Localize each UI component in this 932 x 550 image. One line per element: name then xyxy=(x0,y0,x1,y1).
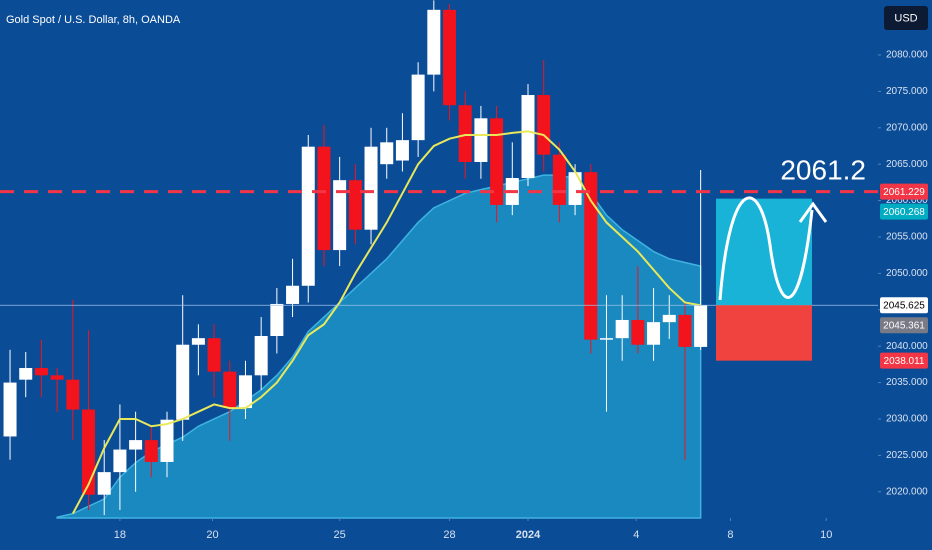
x-tick-label: 18 xyxy=(114,529,126,541)
candle-body xyxy=(144,440,158,462)
candle-body xyxy=(395,140,409,161)
candle-body xyxy=(521,95,535,179)
x-tick-label: 28 xyxy=(443,529,455,541)
y-tick-label: 2030.000 xyxy=(886,414,928,425)
candle-body xyxy=(474,118,488,162)
price-tag xyxy=(880,352,928,369)
candle-body xyxy=(301,146,315,286)
candle-body xyxy=(537,95,551,155)
y-tick-label: 2055.000 xyxy=(886,232,928,243)
candle-body xyxy=(443,9,457,106)
candle-body xyxy=(286,285,300,304)
candle-body xyxy=(364,146,378,230)
candle-body xyxy=(3,382,17,437)
candle-body xyxy=(458,105,472,162)
x-tick-label: 20 xyxy=(206,529,218,541)
candle-body xyxy=(317,146,331,251)
x-tick-label: 2024 xyxy=(516,529,541,541)
candle-body xyxy=(238,375,252,409)
y-tick-label: 2040.000 xyxy=(886,341,928,352)
candle-body xyxy=(34,368,48,376)
position-stop-zone xyxy=(716,305,812,361)
candle-body xyxy=(66,379,80,410)
y-tick-label: 2020.000 xyxy=(886,486,928,497)
projection-arrow xyxy=(798,201,828,223)
y-tick-label: 2070.000 xyxy=(886,122,928,133)
currency-button[interactable] xyxy=(884,6,928,30)
target-annotation: 2061.2 xyxy=(780,154,866,185)
candle-body xyxy=(82,409,96,495)
candle-body xyxy=(254,335,268,376)
candle-body xyxy=(694,305,708,347)
candle-body xyxy=(97,472,111,495)
plot-area xyxy=(3,0,708,519)
candle-body xyxy=(50,375,64,380)
x-tick-label: 8 xyxy=(727,529,733,541)
y-tick-label: 2080.000 xyxy=(886,50,928,61)
candle-body xyxy=(333,180,347,251)
candle-body xyxy=(647,322,661,345)
price-tag xyxy=(880,203,928,220)
x-tick-label: 10 xyxy=(820,529,832,541)
candle-body xyxy=(348,180,362,230)
candle-body xyxy=(584,172,598,340)
candle-body xyxy=(490,118,504,205)
chart-title: Gold Spot / U.S. Dollar, 8h, OANDA xyxy=(6,14,181,26)
projection-curve xyxy=(718,196,814,301)
candle-body xyxy=(615,319,629,339)
candle-body xyxy=(207,338,221,372)
x-tick-label: 25 xyxy=(334,529,346,541)
candle-body xyxy=(662,314,676,323)
y-tick-label: 2065.000 xyxy=(886,159,928,170)
candle-body xyxy=(631,319,645,345)
price-tag-label: 2045.361 xyxy=(883,320,925,331)
price-tag-label: 2060.268 xyxy=(883,207,925,218)
price-tag xyxy=(880,183,928,200)
price-tag-label: 2045.625 xyxy=(883,300,925,311)
currency-label[interactable]: USD xyxy=(894,12,917,24)
candle-body xyxy=(113,449,127,473)
candle-body xyxy=(678,314,692,347)
candle-body xyxy=(552,154,566,205)
x-tick-label: 4 xyxy=(633,529,639,541)
price-tag xyxy=(880,297,928,314)
candle-body xyxy=(270,303,284,336)
candle-body xyxy=(411,74,425,141)
price-tag-label: 2061.229 xyxy=(883,187,925,198)
y-tick-label: 2050.000 xyxy=(886,268,928,279)
candle-body xyxy=(599,338,613,340)
candle-body xyxy=(129,440,143,450)
price-tag-label: 2038.011 xyxy=(884,356,925,367)
candle-body xyxy=(160,419,174,462)
candle-body xyxy=(19,368,33,380)
price-tag xyxy=(880,317,928,334)
y-tick-label: 2060.000 xyxy=(886,195,928,206)
y-tick-label: 2035.000 xyxy=(886,377,928,388)
moving-average xyxy=(71,130,701,515)
y-tick-label: 2075.000 xyxy=(886,86,928,97)
candle-body xyxy=(223,371,237,409)
candle-body xyxy=(380,142,394,165)
candle-body xyxy=(568,172,582,205)
y-tick-label: 2025.000 xyxy=(886,450,928,461)
candle-body xyxy=(176,344,190,420)
candle-body xyxy=(427,9,441,75)
candle-body xyxy=(191,338,205,345)
